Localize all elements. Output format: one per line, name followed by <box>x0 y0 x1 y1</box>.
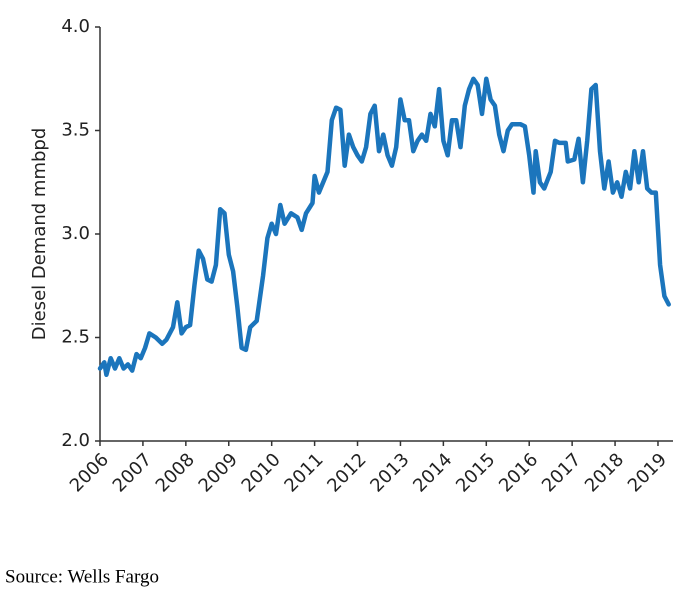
x-tick-label: 2014 <box>409 449 456 496</box>
y-tick-label: 3.0 <box>61 223 90 244</box>
x-tick-label: 2010 <box>238 449 285 496</box>
x-tick-label: 2012 <box>323 449 370 496</box>
x-tick-label: 2015 <box>452 449 499 496</box>
x-tick-label: 2016 <box>495 449 542 496</box>
x-tick-label: 2019 <box>624 449 671 496</box>
x-tick-label: 2006 <box>66 449 113 496</box>
x-tick-label: 2013 <box>366 449 413 496</box>
y-tick-label: 4.0 <box>61 16 90 37</box>
y-tick-label: 3.5 <box>61 120 90 141</box>
x-tick-label: 2018 <box>581 449 628 496</box>
y-axis-label: Diesel Demand mmbpd <box>29 128 50 341</box>
x-tick-label: 2007 <box>109 449 156 496</box>
source-note: Source: Wells Fargo <box>5 566 159 587</box>
x-tick-label: 2009 <box>195 449 242 496</box>
y-tick-label: 2.0 <box>61 430 90 451</box>
x-tick-label: 2011 <box>280 449 327 496</box>
y-tick-label: 2.5 <box>61 327 90 348</box>
x-tick-label: 2008 <box>152 449 199 496</box>
data-line <box>97 76 671 378</box>
x-tick-label: 2017 <box>538 449 585 496</box>
